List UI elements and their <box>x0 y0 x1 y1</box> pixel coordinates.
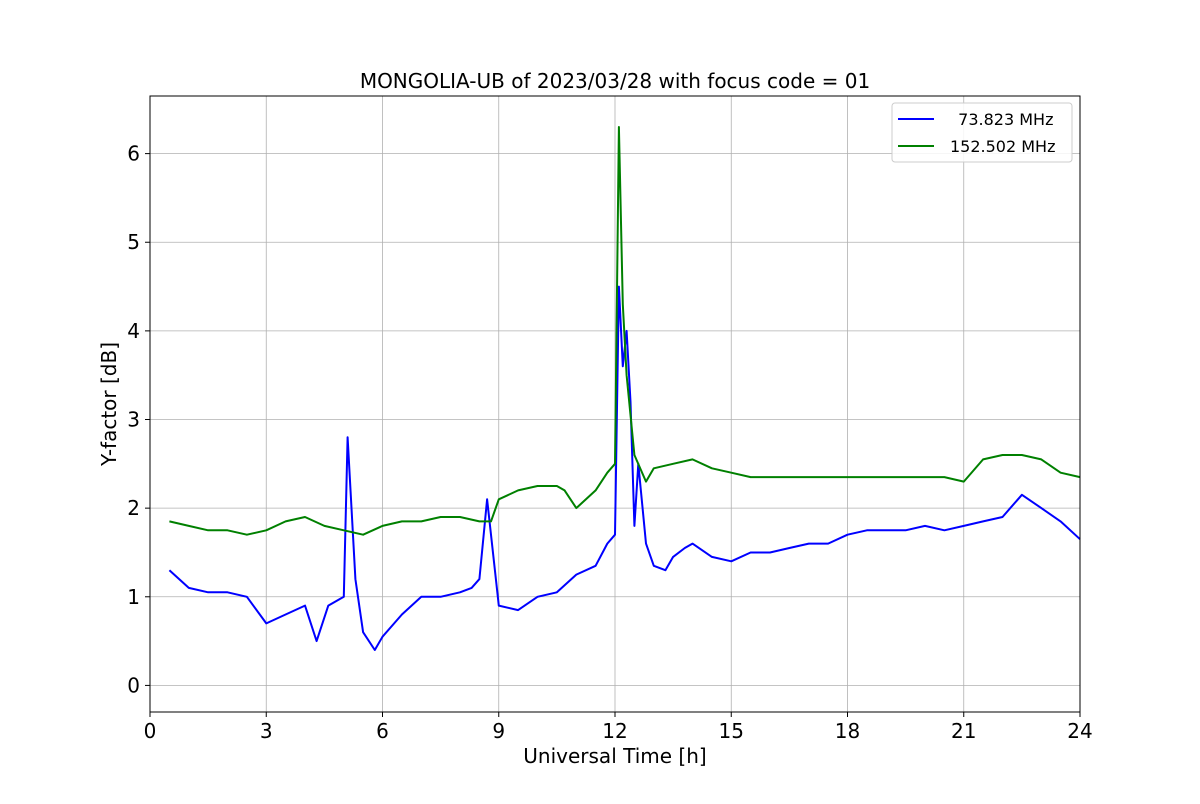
x-tick-label: 18 <box>835 719 860 743</box>
x-axis-label: Universal Time [h] <box>523 744 706 768</box>
chart-title: MONGOLIA-UB of 2023/03/28 with focus cod… <box>360 69 870 93</box>
x-tick-label: 0 <box>144 719 157 743</box>
legend: 73.823 MHz 152.502 MHz <box>891 102 1073 163</box>
x-tick-label: 21 <box>951 719 976 743</box>
series-layer <box>168 126 1081 651</box>
x-tick-label: 15 <box>719 719 744 743</box>
x-tick-label: 6 <box>376 719 389 743</box>
series-line-2 <box>169 126 1081 536</box>
x-tick-label: 3 <box>260 719 273 743</box>
legend-box <box>891 102 1073 163</box>
series-line-1 <box>168 285 1081 651</box>
legend-label-series-2: 152.502 MHz <box>950 137 1055 156</box>
y-tick-label: 0 <box>127 673 140 697</box>
x-tick-label: 12 <box>602 719 627 743</box>
y-tick-label: 5 <box>127 230 140 254</box>
y-tick-label: 4 <box>127 319 140 343</box>
y-tick-label: 6 <box>127 142 140 166</box>
y-tick-label: 3 <box>127 408 140 432</box>
x-tick-label: 24 <box>1067 719 1092 743</box>
y-tick-label: 1 <box>127 585 140 609</box>
x-tick-label: 9 <box>492 719 505 743</box>
y-tick-label: 2 <box>127 496 140 520</box>
legend-label-series-1: 73.823 MHz <box>948 110 1053 129</box>
y-axis-label: Y-factor [dB] <box>97 342 121 467</box>
